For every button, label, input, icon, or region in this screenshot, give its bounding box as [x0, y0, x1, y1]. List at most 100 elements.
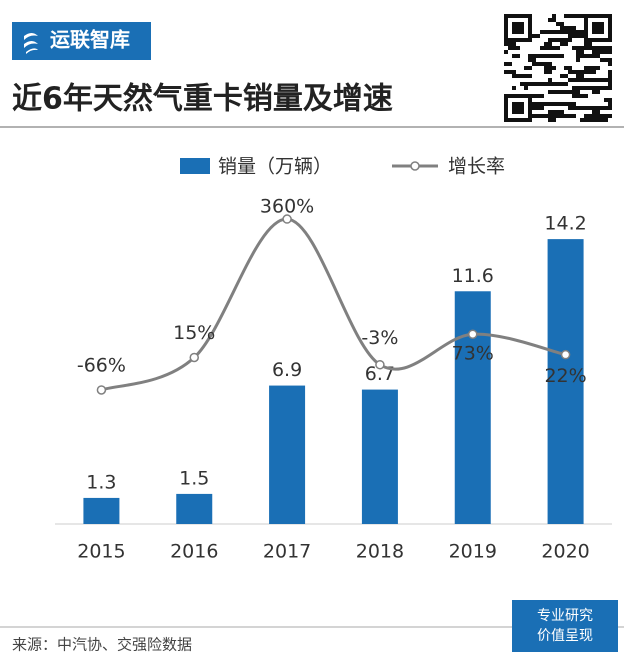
qr-cell	[528, 58, 532, 62]
qr-cell	[592, 22, 596, 26]
qr-cell	[524, 118, 528, 122]
qr-cell	[596, 90, 600, 94]
qr-cell	[504, 62, 508, 66]
qr-cell	[560, 54, 564, 58]
qr-cell	[588, 70, 592, 74]
line	[100, 217, 566, 392]
qr-cell	[596, 22, 600, 26]
qr-cell	[504, 106, 508, 110]
x-tick-label: 2019	[449, 541, 497, 563]
line-marker	[96, 385, 107, 395]
qr-cell	[608, 98, 612, 102]
qr-cell	[576, 74, 580, 78]
qr-cell	[568, 34, 572, 38]
qr-cell	[560, 22, 564, 26]
qr-cell	[524, 82, 528, 86]
qr-cell	[568, 70, 572, 74]
qr-cell	[508, 62, 512, 66]
qr-cell	[580, 74, 584, 78]
qr-cell	[532, 102, 536, 106]
qr-cell	[580, 14, 584, 18]
qr-cell	[608, 70, 612, 74]
qr-cell	[528, 14, 532, 18]
badge	[512, 600, 618, 652]
qr-cell	[588, 114, 592, 118]
qr-cell	[600, 106, 604, 110]
qr-cell	[544, 66, 548, 70]
x-tick-label: 2020	[541, 541, 589, 563]
qr-cell	[516, 106, 520, 110]
legend-label: 增长率	[448, 156, 505, 178]
qr-cell	[600, 86, 604, 90]
qr-cell	[504, 70, 508, 74]
qr-cell	[584, 106, 588, 110]
qr-cell	[504, 118, 508, 122]
qr-cell	[592, 30, 596, 34]
qr-cell	[512, 94, 516, 98]
qr-cell	[608, 46, 612, 50]
qr-cell	[596, 86, 600, 90]
qr-cell	[572, 94, 576, 98]
qr-cell	[608, 26, 612, 30]
qr-cell	[528, 66, 532, 70]
qr-cell	[568, 78, 572, 82]
bar	[454, 291, 491, 524]
qr-cell	[512, 30, 516, 34]
qr-cell	[608, 86, 612, 90]
qr-cell	[584, 94, 588, 98]
qr-cell	[552, 14, 556, 18]
chart-title: 近6年天然气重卡销量及增速	[12, 82, 393, 117]
qr-cell	[576, 14, 580, 18]
bar	[361, 389, 398, 524]
qr-cell	[504, 94, 508, 98]
qr-cell	[516, 22, 520, 26]
qr-cell	[528, 94, 532, 98]
qr-cell	[608, 106, 612, 110]
qr-cell	[568, 90, 572, 94]
qr-cell	[592, 78, 596, 82]
qr-cell	[584, 86, 588, 90]
qr-cell	[524, 66, 528, 70]
qr-cell	[604, 50, 608, 54]
qr-cell	[528, 30, 532, 34]
data-label: 15%	[173, 322, 215, 344]
qr-cell	[556, 82, 560, 86]
qr-cell	[592, 46, 596, 50]
qr-cell	[596, 106, 600, 110]
qr-cell	[608, 38, 612, 42]
qr-cell	[604, 78, 608, 82]
qr-cell	[604, 14, 608, 18]
qr-cell	[556, 102, 560, 106]
qr-cell	[588, 46, 592, 50]
qr-cell	[600, 58, 604, 62]
qr-cell	[608, 30, 612, 34]
qr-cell	[608, 50, 612, 54]
qr-cell	[596, 14, 600, 18]
qr-cell	[564, 82, 568, 86]
qr-cell	[504, 98, 508, 102]
qr-cell	[564, 66, 568, 70]
qr-cell	[540, 46, 544, 50]
qr-cell	[536, 62, 540, 66]
qr-cell	[544, 70, 548, 74]
qr-cell	[512, 86, 516, 90]
qr-cell	[528, 114, 532, 118]
legend-swatch	[180, 158, 210, 174]
qr-cell	[564, 30, 568, 34]
qr-cell	[520, 74, 524, 78]
qr-cell	[600, 38, 604, 42]
qr-cell	[548, 62, 552, 66]
qr-cell	[608, 102, 612, 106]
data-label: 11.6	[452, 265, 494, 287]
qr-cell	[560, 110, 564, 114]
qr-cell	[512, 14, 516, 18]
qr-cell	[572, 26, 576, 30]
qr-cell	[564, 114, 568, 118]
qr-cell	[584, 42, 588, 46]
qr-cell	[512, 110, 516, 114]
qr-cell	[512, 54, 516, 58]
qr-cell	[516, 110, 520, 114]
qr-cell	[548, 102, 552, 106]
qr-cell	[520, 102, 524, 106]
bar	[176, 493, 213, 524]
